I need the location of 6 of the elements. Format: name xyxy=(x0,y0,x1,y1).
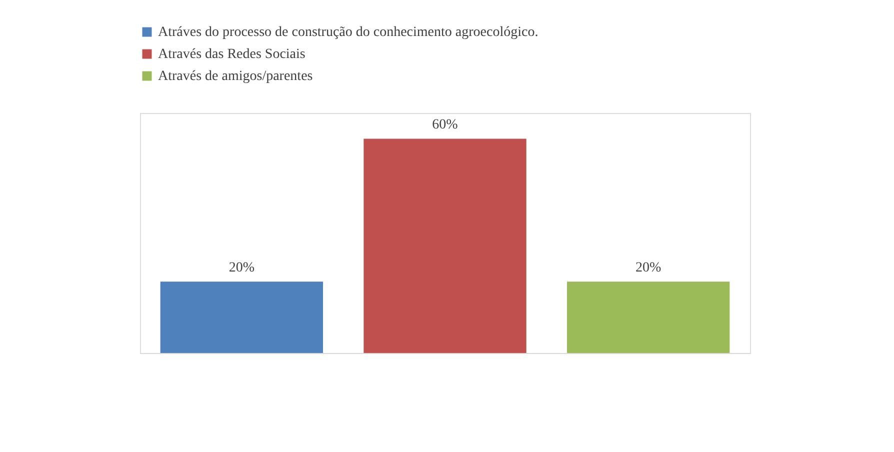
legend-label: Através das Redes Sociais xyxy=(158,47,306,62)
legend-label: Através de amigos/parentes xyxy=(158,69,313,84)
data-label: 20% xyxy=(228,260,255,276)
legend-label: Atráves do processo de construção do conhecimento agroecológico. xyxy=(158,25,538,40)
data-label: 60% xyxy=(432,118,458,133)
data-label: 20% xyxy=(635,260,662,276)
